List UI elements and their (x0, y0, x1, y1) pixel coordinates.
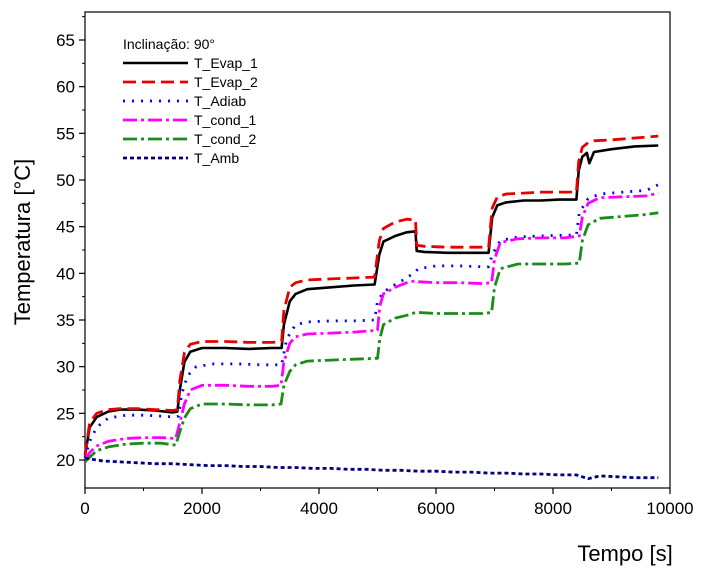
series-line-t-cond-1 (83, 191, 659, 461)
y-axis-title: Temperatura [°C] (10, 159, 35, 326)
y-tick-label: 30 (56, 358, 75, 377)
y-tick-label: 55 (56, 124, 75, 143)
x-tick-label: 4000 (300, 499, 338, 518)
series-lines (83, 134, 659, 481)
legend-label: T_Evap_1 (194, 55, 258, 71)
legend-label: T_Amb (194, 150, 239, 166)
y-tick-label: 65 (56, 31, 75, 50)
legend-label: T_cond_1 (194, 112, 256, 128)
tick-labels: 0 2000 4000 6000 8000 10000 20 25 30 35 40 45 50 55 60… (56, 31, 694, 518)
legend-label: T_cond_2 (194, 131, 256, 147)
y-tick-label: 50 (56, 171, 75, 190)
series-line-t-evap-1 (83, 144, 659, 456)
x-tick-label: 2000 (183, 499, 221, 518)
legend-title: Inclinação: 90° (123, 36, 215, 52)
legend-label: T_Evap_2 (194, 74, 258, 90)
y-tick-label: 20 (56, 451, 75, 470)
y-tick-label: 35 (56, 311, 75, 330)
series-line-t-cond-2 (84, 211, 659, 463)
y-tick-label: 45 (56, 218, 75, 237)
x-tick-label: 8000 (534, 499, 572, 518)
x-tick-label: 10000 (646, 499, 693, 518)
x-axis-title: Tempo [s] (577, 541, 672, 566)
legend: Inclinação: 90° T_Evap_1 T_Evap_2 T_Adiab T… (123, 36, 258, 166)
y-tick-label: 40 (56, 264, 75, 283)
series-line-t-adiab (83, 183, 659, 459)
x-tick-label: 6000 (417, 499, 455, 518)
axis-ticks (79, 16, 671, 494)
y-tick-label: 25 (56, 404, 75, 423)
y-tick-label: 60 (56, 78, 75, 97)
x-tick-label: 0 (80, 499, 89, 518)
series-line-t-evap-2 (83, 134, 659, 456)
legend-label: T_Adiab (194, 93, 246, 109)
series-line-t-amb (84, 456, 659, 481)
